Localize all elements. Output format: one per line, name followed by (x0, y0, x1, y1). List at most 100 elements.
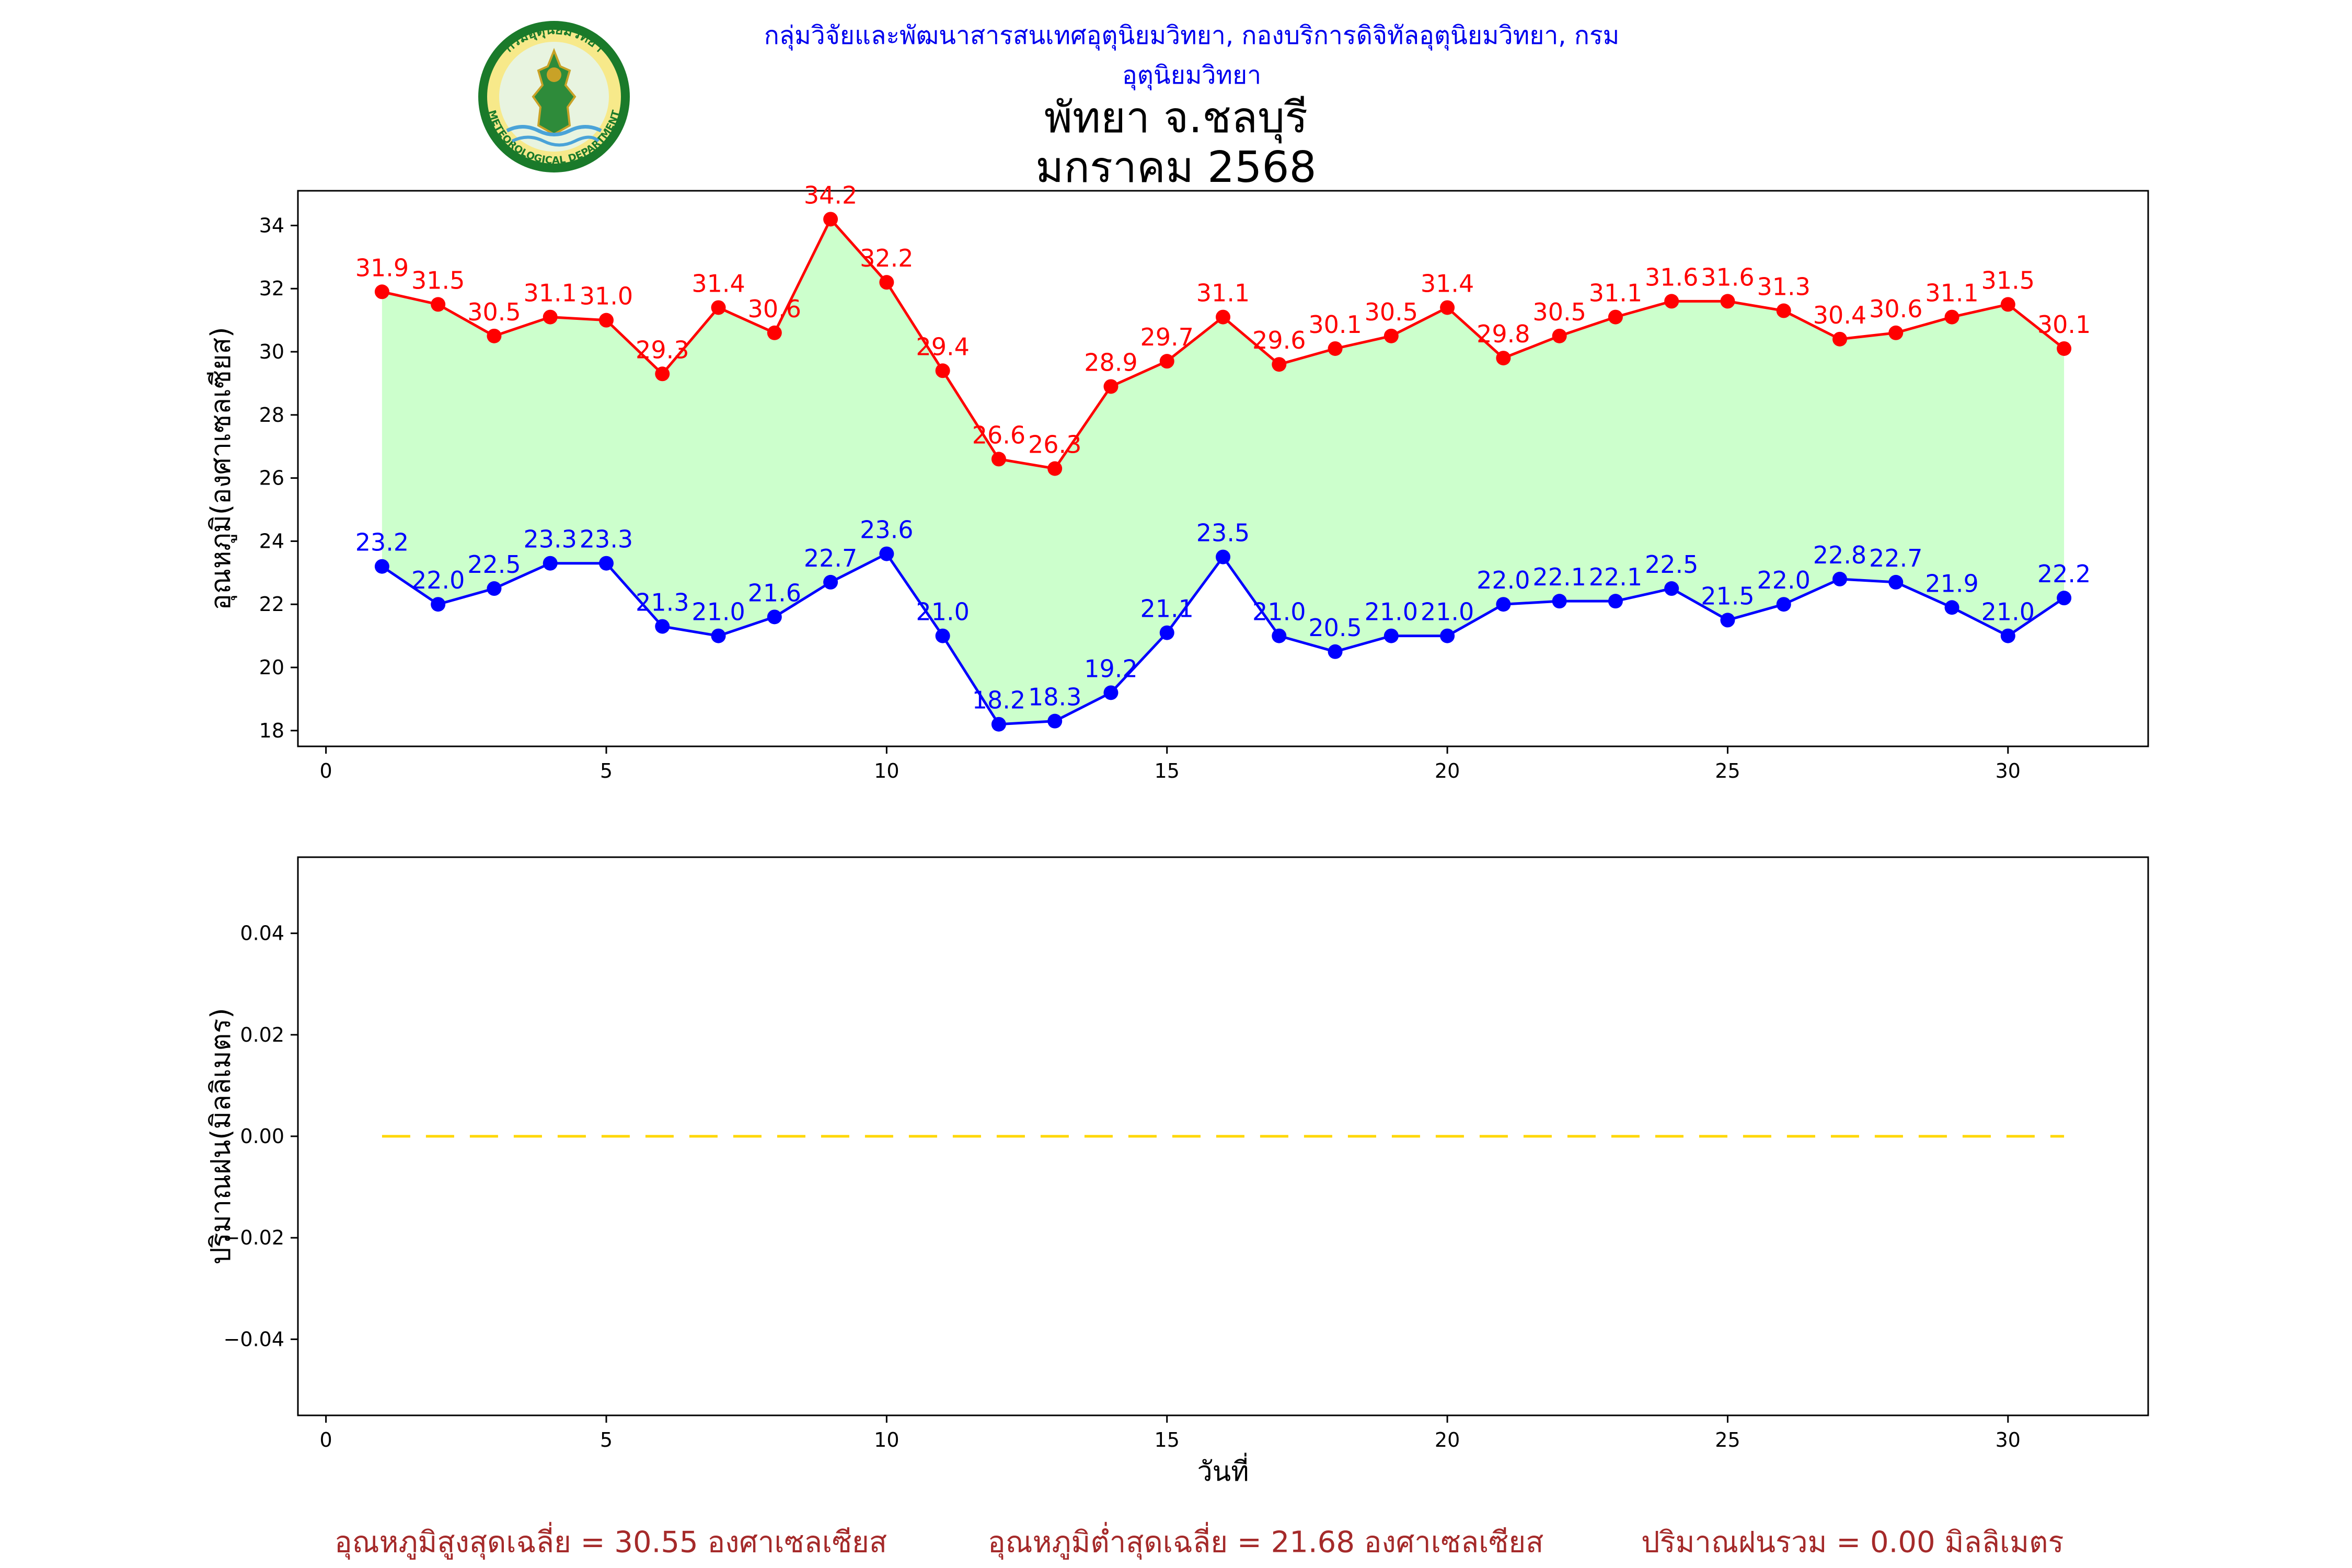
x-tick-label: 15 (1155, 759, 1180, 782)
min-temp-point (991, 717, 1006, 732)
max-temp-point (991, 452, 1006, 467)
fill-between-area (382, 219, 2065, 724)
min-temp-label: 21.0 (1365, 598, 1418, 626)
max-temp-label: 29.8 (1477, 320, 1530, 348)
seal-water-wave (506, 125, 602, 136)
max-temp-label: 30.5 (1532, 298, 1586, 326)
max-temp-point (879, 275, 894, 290)
max-temp-label: 31.1 (524, 279, 577, 307)
max-temp-point (1888, 325, 1904, 340)
min-temp-label: 23.3 (580, 525, 633, 554)
min-temp-point (1944, 600, 1959, 615)
x-tick-label: 0 (320, 1428, 332, 1451)
x-tick-label: 0 (320, 759, 332, 782)
max-temp-point (711, 300, 726, 315)
min-temp-point (543, 556, 558, 571)
max-temp-point (1496, 351, 1511, 366)
min-temp-label: 21.0 (1421, 598, 1474, 626)
max-temp-point (1664, 294, 1679, 309)
max-temp-point (1440, 300, 1455, 315)
min-temp-point (879, 546, 894, 561)
x-tick-label: 10 (874, 759, 899, 782)
min-temp-label: 21.6 (748, 579, 801, 607)
max-temp-label: 30.1 (2037, 310, 2091, 339)
y-tick-label: 18 (259, 719, 284, 742)
max-temp-point (487, 328, 502, 343)
seal-water-wave-lower (511, 135, 600, 147)
max-temp-label: 32.2 (860, 244, 913, 272)
x-tick-label: 25 (1715, 1428, 1740, 1451)
min-temp-label: 22.0 (1757, 566, 1811, 594)
max-temp-label: 26.6 (972, 421, 1025, 449)
max-temp-label: 29.6 (1252, 326, 1306, 354)
min-temp-label: 22.2 (2037, 560, 2091, 588)
min-temp-label: 21.0 (1252, 598, 1306, 626)
max-temp-point (1216, 309, 1230, 325)
chart-title-location: พัทยา จ.ชลบุรี (1044, 93, 1308, 143)
x-tick-label: 15 (1155, 1428, 1180, 1451)
max-temp-label: 31.4 (1421, 269, 1474, 297)
max-temp-label: 31.9 (355, 253, 409, 282)
y-tick-label: 26 (259, 467, 284, 490)
min-temp-label: 22.7 (1869, 544, 1922, 572)
x-tick-label: 30 (1996, 759, 2021, 782)
min-temp-label: 21.5 (1701, 582, 1754, 610)
min-temp-point (1720, 613, 1735, 628)
min-temp-point (767, 609, 782, 625)
meteorological-department-seal-icon: กรมอุตุนิยมวิทยา METEOROLOGICAL DEPARTME… (478, 21, 630, 172)
min-temp-point (655, 619, 670, 634)
y-tick-label: 0.02 (240, 1023, 284, 1046)
min-temp-point (1832, 571, 1847, 586)
min-temp-point (487, 581, 502, 596)
seal-deity-head (547, 67, 561, 82)
y-tick-label: 0.00 (240, 1125, 284, 1148)
max-temp-label: 29.3 (636, 336, 689, 364)
min-temp-point (1159, 625, 1174, 640)
min-temp-label: 23.6 (860, 516, 913, 544)
max-temp-label: 34.2 (804, 181, 857, 209)
min-temp-point (1328, 644, 1343, 659)
min-temp-point (711, 628, 726, 643)
min-temp-label: 22.5 (467, 550, 521, 579)
chart-title-month: มกราคม 2568 (1035, 143, 1317, 192)
min-temp-label: 18.3 (1028, 683, 1081, 711)
min-temp-label: 21.0 (916, 598, 969, 626)
max-temp-point (1103, 379, 1119, 394)
y-axis-label: ปริมาณฝน(มิลลิเมตร) (205, 1008, 237, 1264)
min-temp-label: 18.2 (972, 686, 1025, 714)
max-temp-label: 26.3 (1028, 431, 1081, 459)
min-temp-label: 22.1 (1589, 563, 1642, 591)
max-temp-label: 31.3 (1757, 273, 1811, 301)
max-temp-label: 28.9 (1084, 348, 1137, 376)
min-temp-point (935, 628, 950, 643)
min-temp-point (1047, 713, 1063, 729)
footer-avg-max: อุณหภูมิสูงสุดเฉลี่ย = 30.55 องศาเซลเซีย… (335, 1525, 887, 1560)
max-temp-label: 30.6 (748, 295, 801, 323)
min-temp-point (2000, 628, 2015, 643)
max-temp-label: 31.5 (411, 266, 465, 294)
max-temp-point (543, 309, 558, 325)
max-temp-label: 31.1 (1925, 279, 1978, 307)
max-temp-label: 31.5 (1981, 266, 2035, 294)
min-temp-point (1664, 581, 1679, 596)
y-tick-label: −0.02 (224, 1226, 284, 1249)
min-temp-label: 22.7 (804, 544, 857, 572)
min-temp-point (1888, 574, 1904, 590)
max-temp-label: 29.4 (916, 332, 969, 361)
max-temp-point (431, 297, 446, 312)
x-tick-label: 5 (600, 1428, 613, 1451)
min-temp-point (1272, 628, 1287, 643)
max-temp-point (1608, 309, 1623, 325)
min-temp-label: 23.3 (524, 525, 577, 554)
max-temp-point (767, 325, 782, 340)
min-temp-label: 22.0 (411, 566, 465, 594)
max-temp-label: 31.1 (1589, 279, 1642, 307)
y-tick-label: 28 (259, 403, 284, 426)
max-temp-point (1832, 331, 1847, 347)
min-temp-point (374, 559, 389, 574)
y-tick-label: 24 (259, 529, 284, 552)
min-temp-point (823, 574, 838, 590)
y-tick-label: 30 (259, 340, 284, 363)
